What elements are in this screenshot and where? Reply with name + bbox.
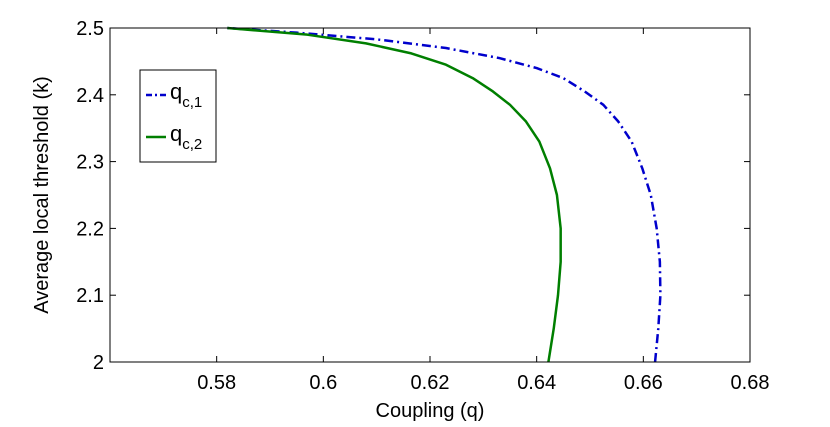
- y-tick-label: 2.2: [76, 218, 104, 240]
- series-line-2: [227, 26, 562, 363]
- legend-name: q: [170, 79, 182, 104]
- legend-subscript: c,2: [182, 136, 202, 153]
- series-layer: [227, 26, 662, 363]
- x-tick-label: 0.6: [309, 372, 337, 394]
- plot-area: [110, 28, 750, 362]
- x-tick-label: 0.68: [731, 372, 770, 394]
- x-tick-label: 0.64: [517, 372, 556, 394]
- legend-label-1: qc,1: [170, 79, 202, 111]
- y-tick-label: 2.5: [76, 18, 104, 40]
- y-tick-label: 2: [93, 352, 104, 374]
- x-tick-label: 0.58: [197, 372, 236, 394]
- y-tick-label: 2.4: [76, 85, 104, 107]
- y-tick-label: 2.3: [76, 152, 104, 174]
- x-axis-ticks: 0.58 0.6 0.62 0.64 0.66 0.68: [197, 28, 769, 394]
- legend-name: q: [170, 121, 182, 146]
- legend-box: [139, 69, 217, 163]
- legend-subscript: c,1: [182, 94, 202, 111]
- x-tick-label: 0.66: [624, 372, 663, 394]
- legend: qc,1qc,2: [139, 69, 217, 163]
- legend-label-2: qc,2: [170, 121, 202, 153]
- y-axis-ticks: 2 2.1 2.2 2.3 2.4 2.5: [76, 18, 750, 374]
- x-tick-label: 0.62: [411, 372, 450, 394]
- y-axis-label: Average local threshold (k): [31, 76, 53, 314]
- y-tick-label: 2.1: [76, 285, 104, 307]
- x-axis-label: Coupling (q): [376, 400, 485, 422]
